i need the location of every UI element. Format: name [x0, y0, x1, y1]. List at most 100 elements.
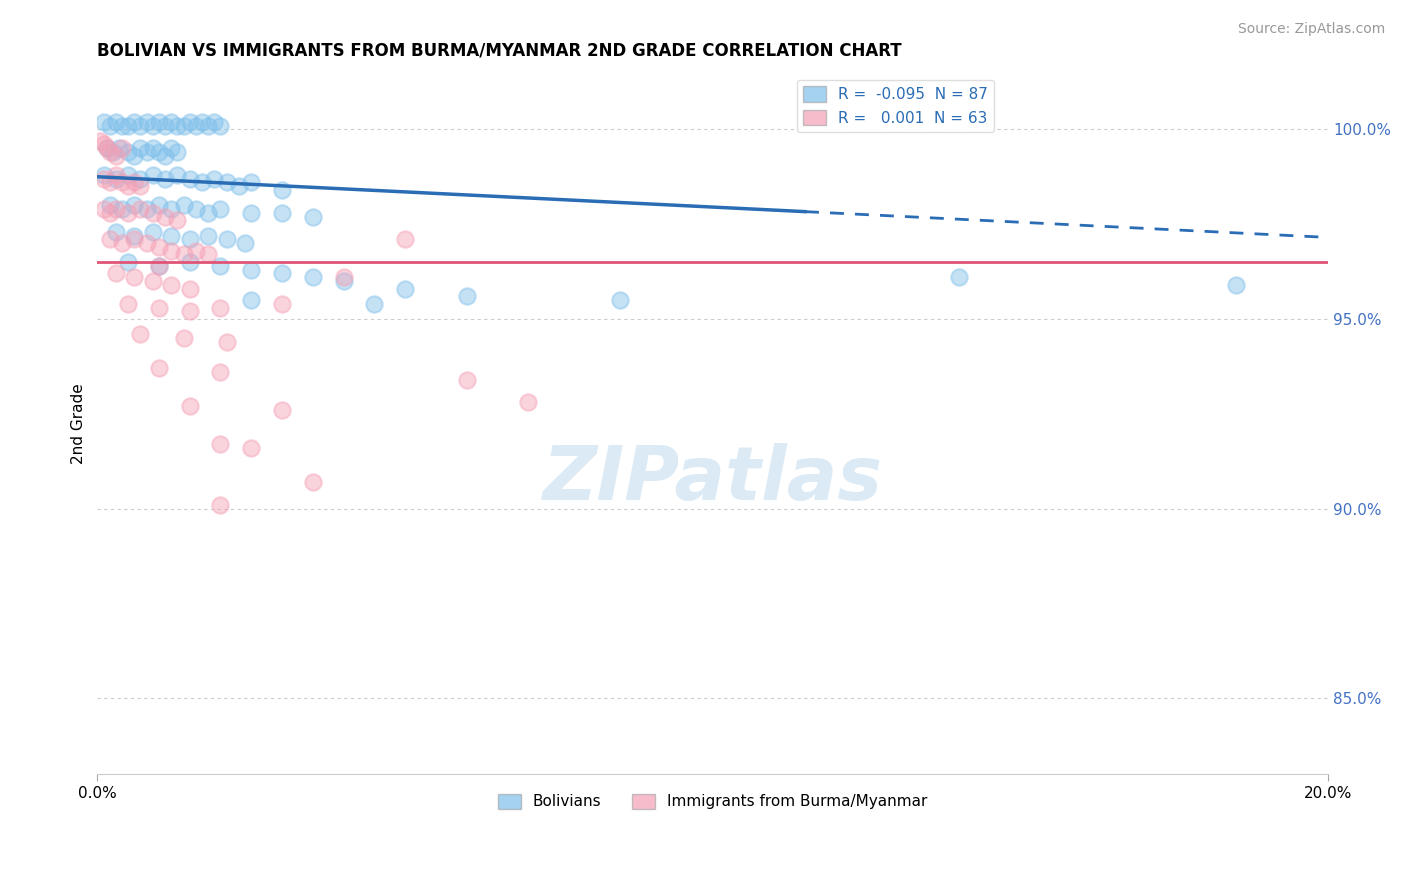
Point	[271, 267, 294, 281]
Point	[153, 210, 176, 224]
Point	[609, 293, 631, 307]
Point	[166, 119, 188, 133]
Y-axis label: 2nd Grade: 2nd Grade	[72, 383, 86, 464]
Point	[215, 232, 238, 246]
Point	[148, 198, 170, 212]
Point	[228, 179, 250, 194]
Point	[191, 176, 214, 190]
Point	[124, 270, 146, 285]
Point	[98, 232, 121, 246]
Point	[948, 270, 970, 285]
Point	[301, 210, 323, 224]
Point	[179, 399, 201, 413]
Point	[240, 293, 263, 307]
Point	[179, 282, 201, 296]
Point	[129, 327, 152, 342]
Point	[233, 236, 256, 251]
Text: ZIPatlas: ZIPatlas	[543, 443, 883, 516]
Point	[166, 145, 188, 159]
Point	[124, 228, 146, 243]
Point	[148, 259, 170, 273]
Point	[129, 119, 152, 133]
Point	[93, 171, 115, 186]
Point	[209, 301, 232, 315]
Point	[111, 141, 134, 155]
Point	[240, 262, 263, 277]
Point	[124, 232, 146, 246]
Point	[240, 441, 263, 455]
Point	[184, 202, 207, 216]
Point	[142, 225, 165, 239]
Point	[240, 206, 263, 220]
Point	[117, 119, 139, 133]
Point	[111, 236, 134, 251]
Point	[108, 141, 131, 155]
Point	[1225, 277, 1247, 292]
Point	[160, 228, 183, 243]
Point	[93, 168, 115, 182]
Point	[93, 114, 115, 128]
Point	[209, 202, 232, 216]
Point	[215, 334, 238, 349]
Legend: Bolivians, Immigrants from Burma/Myanmar: Bolivians, Immigrants from Burma/Myanmar	[492, 788, 934, 815]
Point	[148, 240, 170, 254]
Point	[271, 206, 294, 220]
Point	[517, 395, 540, 409]
Point	[124, 198, 146, 212]
Point	[184, 244, 207, 258]
Point	[240, 176, 263, 190]
Point	[173, 198, 195, 212]
Point	[96, 141, 118, 155]
Point	[124, 149, 146, 163]
Point	[104, 149, 127, 163]
Point	[117, 179, 139, 194]
Point	[104, 168, 127, 182]
Point	[135, 145, 157, 159]
Point	[101, 145, 124, 159]
Point	[394, 232, 416, 246]
Point	[135, 202, 157, 216]
Point	[93, 202, 115, 216]
Point	[111, 119, 134, 133]
Point	[160, 244, 183, 258]
Point	[179, 304, 201, 318]
Point	[135, 236, 157, 251]
Point	[148, 114, 170, 128]
Point	[148, 145, 170, 159]
Point	[160, 202, 183, 216]
Point	[209, 259, 232, 273]
Point	[129, 141, 152, 155]
Point	[209, 365, 232, 379]
Point	[301, 270, 323, 285]
Point	[148, 259, 170, 273]
Point	[142, 119, 165, 133]
Point	[215, 176, 238, 190]
Point	[111, 202, 134, 216]
Point	[142, 168, 165, 182]
Point	[98, 145, 121, 159]
Point	[104, 114, 127, 128]
Point	[173, 331, 195, 345]
Point	[271, 183, 294, 197]
Point	[104, 267, 127, 281]
Point	[209, 498, 232, 512]
Point	[456, 289, 478, 303]
Point	[111, 176, 134, 190]
Point	[124, 114, 146, 128]
Point	[394, 282, 416, 296]
Point	[191, 114, 214, 128]
Point	[202, 171, 225, 186]
Point	[153, 119, 176, 133]
Point	[166, 168, 188, 182]
Point	[129, 179, 152, 194]
Point	[117, 297, 139, 311]
Point	[197, 228, 219, 243]
Point	[179, 114, 201, 128]
Point	[153, 149, 176, 163]
Point	[98, 198, 121, 212]
Point	[104, 202, 127, 216]
Point	[197, 247, 219, 261]
Point	[363, 297, 385, 311]
Point	[209, 437, 232, 451]
Point	[124, 176, 146, 190]
